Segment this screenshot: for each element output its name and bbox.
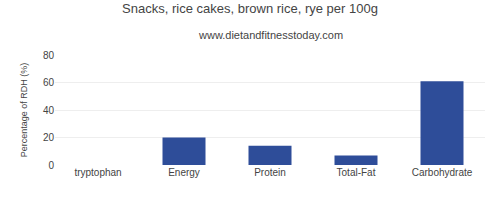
svg-text:www.dietandfitnesstoday.com: www.dietandfitnesstoday.com bbox=[198, 29, 343, 41]
svg-text:40: 40 bbox=[43, 105, 55, 116]
svg-text:60: 60 bbox=[43, 77, 55, 88]
svg-text:Snacks, rice cakes, brown rice: Snacks, rice cakes, brown rice, rye per … bbox=[122, 1, 378, 16]
svg-text:Protein: Protein bbox=[254, 167, 286, 178]
svg-text:80: 80 bbox=[43, 50, 55, 61]
svg-text:Energy: Energy bbox=[168, 167, 200, 178]
svg-text:Percentage of RDH (%): Percentage of RDH (%) bbox=[19, 63, 29, 158]
svg-text:tryptophan: tryptophan bbox=[74, 167, 121, 178]
svg-text:Total-Fat: Total-Fat bbox=[337, 167, 376, 178]
svg-text:Carbohydrate: Carbohydrate bbox=[412, 167, 473, 178]
svg-text:20: 20 bbox=[43, 132, 55, 143]
svg-text:0: 0 bbox=[48, 160, 54, 171]
